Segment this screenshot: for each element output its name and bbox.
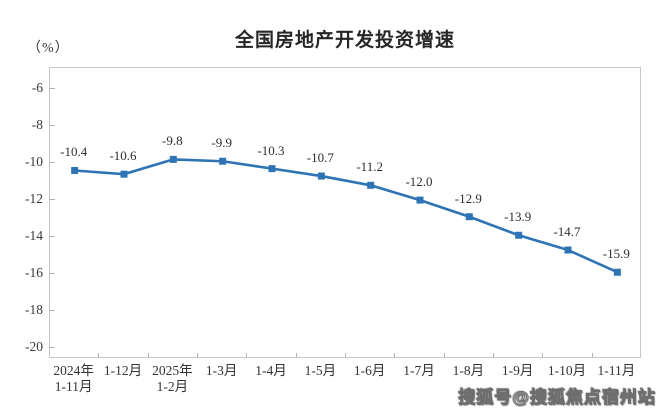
x-tick-mark <box>394 353 396 357</box>
y-tick-label: -16 <box>25 265 43 281</box>
x-tick-label: 1-9月 <box>501 363 534 378</box>
data-point-marker <box>120 170 128 178</box>
y-tick-mark <box>49 161 55 163</box>
y-tick-label: -20 <box>25 339 43 355</box>
x-tick-mark <box>197 353 198 357</box>
data-point-label: -15.9 <box>602 246 630 262</box>
x-tick-mark <box>443 353 445 357</box>
data-point-marker <box>416 196 424 204</box>
y-tick-mark <box>49 235 55 237</box>
data-point-marker <box>169 155 177 163</box>
x-tick-label: 1-8月 <box>452 363 485 378</box>
x-tick-mark <box>147 353 149 357</box>
data-point-marker <box>219 157 227 165</box>
x-tick-label: 2024年 1-11月 <box>53 363 94 394</box>
series-line <box>74 158 618 274</box>
y-tick-mark <box>49 272 55 274</box>
x-tick-label: 1-12月 <box>103 363 143 378</box>
x-tick-mark <box>542 353 544 357</box>
y-tick-mark <box>49 346 55 348</box>
x-tick-mark <box>591 353 593 357</box>
x-tick-label: 1-4月 <box>255 363 287 378</box>
data-point-label: -10.4 <box>60 144 88 160</box>
x-tick-label: 1-10月 <box>547 363 587 378</box>
x-tick-mark <box>295 353 297 357</box>
data-point-label: -9.8 <box>162 133 183 149</box>
y-tick-label: -14 <box>25 228 43 244</box>
x-tick-label: 1-7月 <box>403 363 435 378</box>
y-axis-unit-label: （%） <box>27 41 70 56</box>
data-point-marker <box>268 165 276 173</box>
x-tick-label: 1-6月 <box>353 363 386 378</box>
data-point-marker <box>613 268 621 276</box>
data-point-label: -14.7 <box>553 224 581 240</box>
data-point-label: -10.6 <box>109 148 137 164</box>
data-point-marker <box>564 246 572 254</box>
data-point-label: -11.2 <box>356 159 383 175</box>
y-tick-label: -12 <box>25 191 43 207</box>
y-tick-label: -8 <box>31 117 43 133</box>
data-point-marker <box>465 213 473 221</box>
y-tick-mark <box>49 87 55 89</box>
data-point-marker <box>317 172 325 180</box>
data-point-label: -9.9 <box>211 135 232 151</box>
y-tick-mark <box>49 309 55 311</box>
y-tick-label: -18 <box>25 302 43 318</box>
chart-title: 全国房地产开发投资增速 <box>234 30 455 51</box>
data-point-label: -12.0 <box>405 174 433 190</box>
data-point-label: -10.3 <box>257 142 285 158</box>
y-tick-mark <box>49 198 55 200</box>
data-point-marker <box>515 231 523 239</box>
y-tick-label: -10 <box>25 154 43 170</box>
x-tick-mark <box>345 353 346 357</box>
x-tick-label: 1-3月 <box>205 363 238 378</box>
data-point-marker <box>71 166 79 174</box>
x-tick-mark <box>493 353 494 357</box>
x-tick-label: 2025年 1-2月 <box>152 363 193 394</box>
y-tick-label: -6 <box>31 80 43 96</box>
data-point-marker <box>367 181 375 189</box>
line-series <box>71 155 621 276</box>
x-tick-label: 1-11月 <box>597 363 636 378</box>
x-tick-mark <box>246 353 248 357</box>
y-tick-mark <box>49 124 55 126</box>
x-tick-mark <box>98 353 100 357</box>
data-point-label: -13.9 <box>504 209 532 225</box>
data-point-label: -10.7 <box>306 150 334 166</box>
plot-area <box>49 67 641 358</box>
data-point-label: -12.9 <box>454 190 482 206</box>
watermark: 搜狐号@搜狐焦点宿州站 <box>458 388 656 408</box>
x-tick-label: 1-5月 <box>304 363 337 378</box>
